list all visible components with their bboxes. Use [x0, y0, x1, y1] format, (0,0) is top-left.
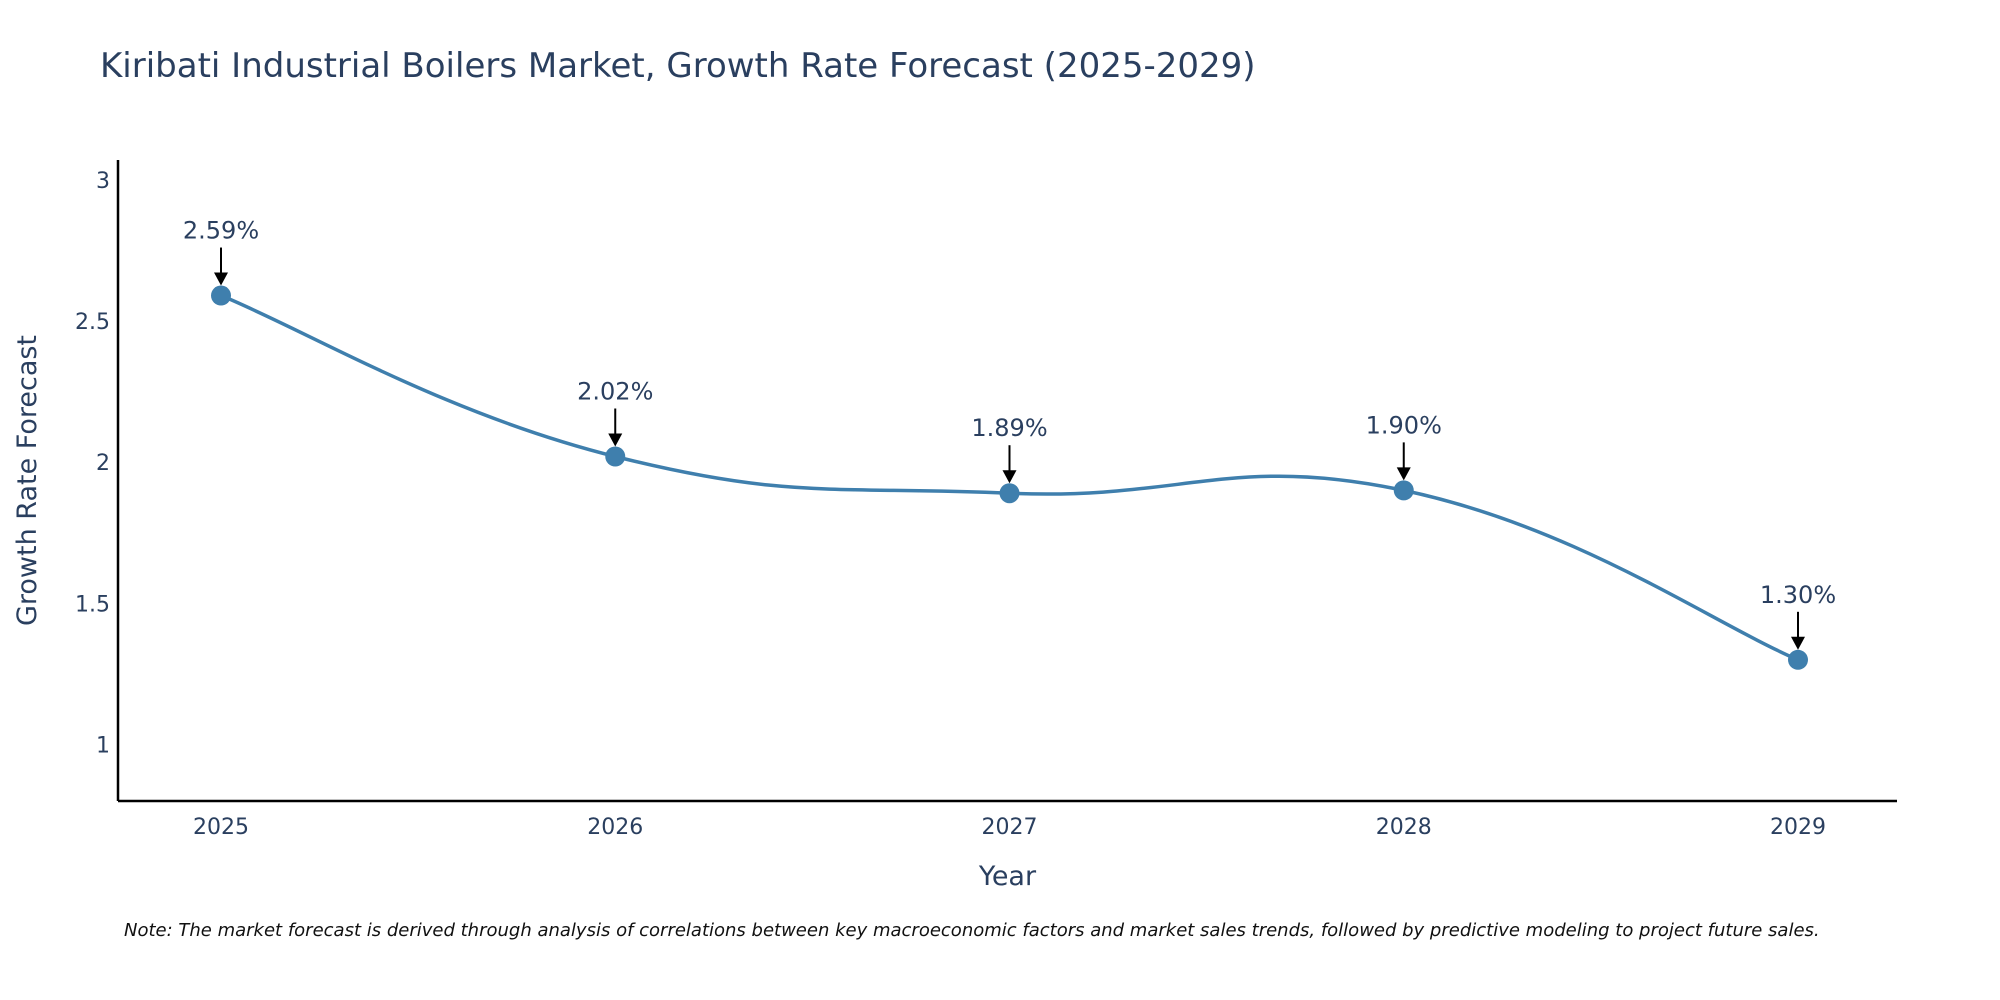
chart-note: Note: The market forecast is derived thr…	[124, 920, 1820, 941]
annotation-arrowhead	[214, 272, 228, 286]
data-point-marker	[999, 483, 1020, 504]
data-point-marker	[1393, 480, 1414, 501]
data-points	[211, 285, 1808, 670]
data-point-marker	[211, 285, 231, 306]
data-label: 1.90%	[1366, 411, 1442, 439]
data-label: 2.02%	[577, 377, 653, 405]
y-tick-label: 3	[96, 169, 110, 194]
data-label-annotations: 2.59% 2.02% 1.89% 1.90% 1.30%	[183, 217, 1836, 650]
x-tick-label: 2027	[982, 815, 1038, 840]
data-point-marker	[1788, 649, 1808, 670]
y-tick-label: 1.5	[75, 592, 110, 617]
y-tick-label: 1	[96, 734, 110, 759]
annotation-arrowhead	[1396, 467, 1411, 481]
x-tick-label: 2026	[587, 815, 643, 840]
chart-title: Kiribati Industrial Boilers Market, Grow…	[100, 46, 1256, 86]
axes	[116, 160, 1897, 803]
x-tick-label: 2025	[193, 815, 249, 840]
annotation-arrowhead	[1791, 636, 1805, 650]
y-tick-label: 2	[96, 451, 110, 476]
annotation-arrowhead	[608, 433, 623, 447]
y-axis-title: Growth Rate Forecast	[12, 335, 43, 626]
data-label: 1.30%	[1760, 581, 1836, 609]
annotation-arrowhead	[1002, 470, 1017, 484]
data-label: 1.89%	[971, 414, 1047, 442]
data-point-marker	[605, 446, 626, 467]
x-axis-title: Year	[978, 861, 1037, 892]
x-axis-ticks: 2025 2026 2027 2028 2029	[193, 815, 1826, 840]
y-axis-ticks: 1 1.5 2 2.5 3	[75, 169, 110, 759]
data-label: 2.59%	[183, 217, 259, 245]
x-tick-label: 2028	[1376, 815, 1432, 840]
y-tick-label: 2.5	[75, 310, 110, 335]
x-tick-label: 2029	[1770, 815, 1826, 840]
